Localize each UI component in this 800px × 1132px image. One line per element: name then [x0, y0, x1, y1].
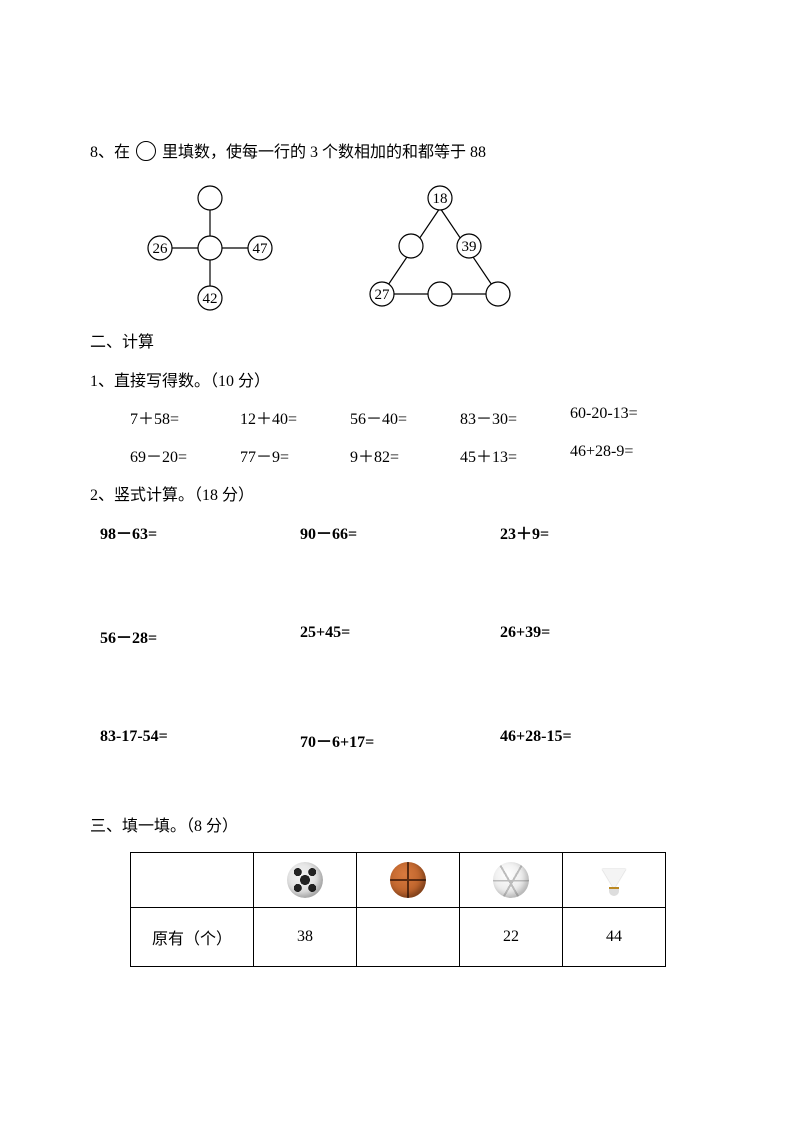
cell-shuttle: 44: [563, 907, 666, 966]
header-soccer: [254, 852, 357, 907]
section3-heading: 三、填一填。（8 分）: [90, 812, 710, 842]
triangle-diagram: 18 39 27: [350, 178, 530, 318]
mental-item: 69－20=: [130, 443, 240, 467]
mental-item: 45＋13=: [460, 443, 570, 467]
vertical-item: 56－28=: [100, 624, 300, 648]
q8-diagrams: 26 47 42 18 39 27: [130, 178, 710, 318]
vertical-item: 23＋9=: [500, 520, 680, 544]
vertical-item: 90－66=: [300, 520, 500, 544]
table-row: 原有（个） 38 22 44: [131, 907, 666, 966]
vertical-item: 25+45=: [300, 624, 500, 648]
header-volleyball: [460, 852, 563, 907]
q8-prefix: 8、在: [90, 144, 134, 161]
cross-diagram: 26 47 42: [130, 178, 290, 318]
mental-item: 7＋58=: [130, 405, 240, 429]
section2-heading: 二、计算: [90, 328, 710, 358]
header-basketball: [357, 852, 460, 907]
basketball-icon: [390, 862, 426, 898]
part1-title: 1、直接写得数。（10 分）: [90, 367, 710, 397]
mental-row-1: 7＋58= 12＋40= 56－40= 83－30= 60-20-13=: [130, 405, 710, 429]
row-label: 原有（个）: [131, 907, 254, 966]
circle-icon: [136, 141, 156, 161]
fill-table: 原有（个） 38 22 44: [130, 852, 666, 967]
mental-item: 12＋40=: [240, 405, 350, 429]
cell-basketball: [357, 907, 460, 966]
tri-right: 39: [462, 239, 477, 255]
volleyball-icon: [493, 862, 529, 898]
vertical-row-3: 83-17-54= 70－6+17= 46+28-15=: [100, 728, 710, 752]
mental-item: 83－30=: [460, 405, 570, 429]
vertical-item: 26+39=: [500, 624, 680, 648]
vertical-item: 98－63=: [100, 520, 300, 544]
table-row: [131, 852, 666, 907]
q8-suffix: 里填数，使每一行的 3 个数相加的和都等于 88: [158, 144, 486, 161]
soccer-ball-icon: [287, 862, 323, 898]
mental-row-2: 69－20= 77－9= 9＋82= 45＋13= 46+28-9=: [130, 443, 710, 467]
part2-title: 2、竖式计算。（18 分）: [90, 481, 710, 511]
vertical-row-1: 98－63= 90－66= 23＋9=: [100, 520, 710, 544]
mental-item: 9＋82=: [350, 443, 460, 467]
vertical-item: 46+28-15=: [500, 728, 680, 752]
mental-item: 46+28-9=: [570, 443, 700, 467]
cell-soccer: 38: [254, 907, 357, 966]
tri-bl: 27: [375, 287, 391, 303]
mental-item: 56－40=: [350, 405, 460, 429]
q8-text: 8、在 里填数，使每一行的 3 个数相加的和都等于 88: [90, 138, 710, 168]
vertical-item: 83-17-54=: [100, 728, 300, 752]
cell-volleyball: 22: [460, 907, 563, 966]
tri-top: 18: [433, 191, 448, 207]
cross-right: 47: [253, 241, 269, 257]
shuttlecock-icon: [596, 862, 632, 898]
cross-left: 26: [153, 241, 169, 257]
header-shuttle: [563, 852, 666, 907]
header-blank: [131, 852, 254, 907]
vertical-row-2: 56－28= 25+45= 26+39=: [100, 624, 710, 648]
mental-item: 77－9=: [240, 443, 350, 467]
mental-item: 60-20-13=: [570, 405, 700, 429]
cross-bottom: 42: [203, 291, 218, 307]
vertical-item: 70－6+17=: [300, 728, 500, 752]
